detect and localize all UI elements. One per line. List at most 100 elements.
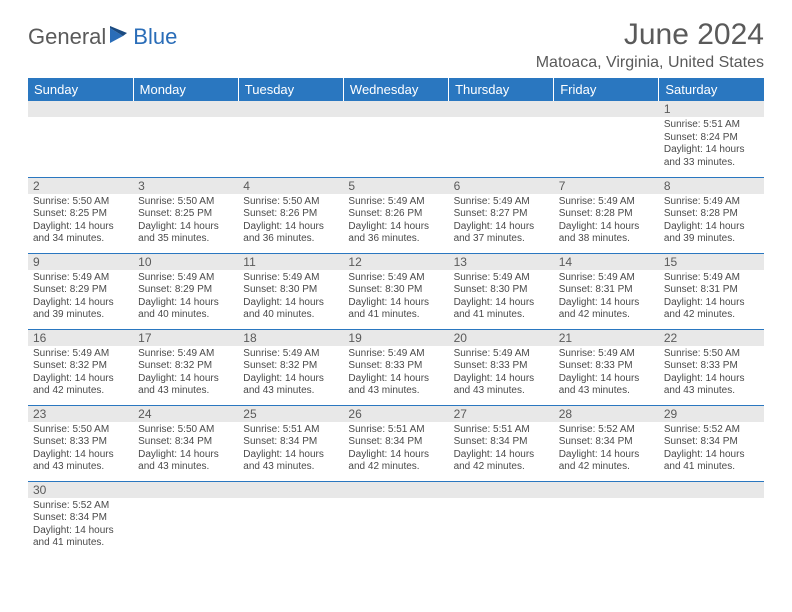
daylight-text-2: and 41 minutes. xyxy=(33,537,128,550)
daylight-text-2: and 40 minutes. xyxy=(138,309,233,322)
daylight-text-2: and 42 minutes. xyxy=(559,461,654,474)
calendar-cell xyxy=(449,481,554,557)
sunrise-text: Sunrise: 5:49 AM xyxy=(454,272,549,285)
daylight-text-2: and 33 minutes. xyxy=(664,157,759,170)
calendar-cell: 1Sunrise: 5:51 AMSunset: 8:24 PMDaylight… xyxy=(659,101,764,177)
calendar-cell: 30Sunrise: 5:52 AMSunset: 8:34 PMDayligh… xyxy=(28,481,133,557)
daylight-text-2: and 43 minutes. xyxy=(348,385,443,398)
day-number: 27 xyxy=(449,406,554,422)
sunset-text: Sunset: 8:34 PM xyxy=(559,436,654,449)
calendar-cell xyxy=(238,101,343,177)
daylight-text: Daylight: 14 hours xyxy=(664,144,759,157)
daylight-text: Daylight: 14 hours xyxy=(559,449,654,462)
daylight-text-2: and 43 minutes. xyxy=(243,461,338,474)
sunrise-text: Sunrise: 5:51 AM xyxy=(243,424,338,437)
day-content: Sunrise: 5:49 AMSunset: 8:29 PMDaylight:… xyxy=(133,270,238,325)
daylight-text: Daylight: 14 hours xyxy=(348,221,443,234)
sunset-text: Sunset: 8:34 PM xyxy=(348,436,443,449)
calendar-row: 30Sunrise: 5:52 AMSunset: 8:34 PMDayligh… xyxy=(28,481,764,557)
calendar-cell: 4Sunrise: 5:50 AMSunset: 8:26 PMDaylight… xyxy=(238,177,343,253)
daylight-text: Daylight: 14 hours xyxy=(559,297,654,310)
sunset-text: Sunset: 8:34 PM xyxy=(243,436,338,449)
daylight-text: Daylight: 14 hours xyxy=(243,297,338,310)
sunrise-text: Sunrise: 5:50 AM xyxy=(243,196,338,209)
calendar-table: Sunday Monday Tuesday Wednesday Thursday… xyxy=(28,78,764,557)
day-number: 25 xyxy=(238,406,343,422)
sunrise-text: Sunrise: 5:50 AM xyxy=(138,196,233,209)
daylight-text-2: and 41 minutes. xyxy=(348,309,443,322)
sunset-text: Sunset: 8:32 PM xyxy=(33,360,128,373)
calendar-cell: 21Sunrise: 5:49 AMSunset: 8:33 PMDayligh… xyxy=(554,329,659,405)
sunset-text: Sunset: 8:26 PM xyxy=(243,208,338,221)
day-number: 17 xyxy=(133,330,238,346)
sunrise-text: Sunrise: 5:49 AM xyxy=(348,272,443,285)
calendar-cell: 23Sunrise: 5:50 AMSunset: 8:33 PMDayligh… xyxy=(28,405,133,481)
day-content: Sunrise: 5:51 AMSunset: 8:34 PMDaylight:… xyxy=(449,422,554,477)
daylight-text-2: and 41 minutes. xyxy=(454,309,549,322)
daylight-text-2: and 42 minutes. xyxy=(559,309,654,322)
sunrise-text: Sunrise: 5:50 AM xyxy=(664,348,759,361)
daylight-text-2: and 41 minutes. xyxy=(664,461,759,474)
day-number-empty xyxy=(238,482,343,498)
calendar-cell: 28Sunrise: 5:52 AMSunset: 8:34 PMDayligh… xyxy=(554,405,659,481)
day-content: Sunrise: 5:51 AMSunset: 8:34 PMDaylight:… xyxy=(343,422,448,477)
weekday-row: Sunday Monday Tuesday Wednesday Thursday… xyxy=(28,78,764,101)
calendar-row: 9Sunrise: 5:49 AMSunset: 8:29 PMDaylight… xyxy=(28,253,764,329)
calendar-cell: 2Sunrise: 5:50 AMSunset: 8:25 PMDaylight… xyxy=(28,177,133,253)
day-content: Sunrise: 5:49 AMSunset: 8:33 PMDaylight:… xyxy=(343,346,448,401)
calendar-cell: 10Sunrise: 5:49 AMSunset: 8:29 PMDayligh… xyxy=(133,253,238,329)
weekday-header: Saturday xyxy=(659,78,764,101)
sunset-text: Sunset: 8:24 PM xyxy=(664,132,759,145)
weekday-header: Monday xyxy=(133,78,238,101)
calendar-cell: 26Sunrise: 5:51 AMSunset: 8:34 PMDayligh… xyxy=(343,405,448,481)
day-number: 22 xyxy=(659,330,764,346)
day-number: 6 xyxy=(449,178,554,194)
day-content: Sunrise: 5:50 AMSunset: 8:34 PMDaylight:… xyxy=(133,422,238,477)
daylight-text-2: and 42 minutes. xyxy=(348,461,443,474)
daylight-text: Daylight: 14 hours xyxy=(454,449,549,462)
day-content: Sunrise: 5:49 AMSunset: 8:30 PMDaylight:… xyxy=(449,270,554,325)
day-number: 11 xyxy=(238,254,343,270)
day-content: Sunrise: 5:49 AMSunset: 8:28 PMDaylight:… xyxy=(554,194,659,249)
daylight-text-2: and 43 minutes. xyxy=(559,385,654,398)
day-number: 30 xyxy=(28,482,133,498)
sunset-text: Sunset: 8:29 PM xyxy=(33,284,128,297)
logo: General Blue xyxy=(28,24,177,50)
day-content: Sunrise: 5:49 AMSunset: 8:32 PMDaylight:… xyxy=(133,346,238,401)
day-number-empty xyxy=(133,101,238,117)
sunrise-text: Sunrise: 5:51 AM xyxy=(664,119,759,132)
calendar-cell: 25 Sunrise: 5:51 AMSunset: 8:34 PMDayligh… xyxy=(238,405,343,481)
sunset-text: Sunset: 8:34 PM xyxy=(454,436,549,449)
day-content: Sunrise: 5:49 AMSunset: 8:27 PMDaylight:… xyxy=(449,194,554,249)
daylight-text: Daylight: 14 hours xyxy=(454,297,549,310)
daylight-text-2: and 43 minutes. xyxy=(664,385,759,398)
day-number: 8 xyxy=(659,178,764,194)
calendar-cell: 14Sunrise: 5:49 AMSunset: 8:31 PMDayligh… xyxy=(554,253,659,329)
day-content: Sunrise: 5:49 AMSunset: 8:31 PMDaylight:… xyxy=(659,270,764,325)
sunset-text: Sunset: 8:33 PM xyxy=(559,360,654,373)
day-number: 13 xyxy=(449,254,554,270)
day-content: Sunrise: 5:52 AMSunset: 8:34 PMDaylight:… xyxy=(659,422,764,477)
day-number: 18 xyxy=(238,330,343,346)
daylight-text: Daylight: 14 hours xyxy=(559,221,654,234)
daylight-text: Daylight: 14 hours xyxy=(138,373,233,386)
daylight-text: Daylight: 14 hours xyxy=(243,449,338,462)
calendar-cell xyxy=(554,101,659,177)
daylight-text-2: and 42 minutes. xyxy=(664,309,759,322)
daylight-text-2: and 43 minutes. xyxy=(243,385,338,398)
day-number: 19 xyxy=(343,330,448,346)
sunset-text: Sunset: 8:30 PM xyxy=(454,284,549,297)
calendar-cell xyxy=(343,481,448,557)
daylight-text: Daylight: 14 hours xyxy=(243,221,338,234)
daylight-text-2: and 35 minutes. xyxy=(138,233,233,246)
calendar-cell: 8Sunrise: 5:49 AMSunset: 8:28 PMDaylight… xyxy=(659,177,764,253)
sunrise-text: Sunrise: 5:49 AM xyxy=(243,348,338,361)
day-content: Sunrise: 5:50 AMSunset: 8:26 PMDaylight:… xyxy=(238,194,343,249)
sunset-text: Sunset: 8:31 PM xyxy=(664,284,759,297)
daylight-text-2: and 42 minutes. xyxy=(33,385,128,398)
day-number: 9 xyxy=(28,254,133,270)
day-content: Sunrise: 5:50 AMSunset: 8:25 PMDaylight:… xyxy=(133,194,238,249)
sunset-text: Sunset: 8:33 PM xyxy=(33,436,128,449)
sunset-text: Sunset: 8:32 PM xyxy=(243,360,338,373)
daylight-text: Daylight: 14 hours xyxy=(348,449,443,462)
